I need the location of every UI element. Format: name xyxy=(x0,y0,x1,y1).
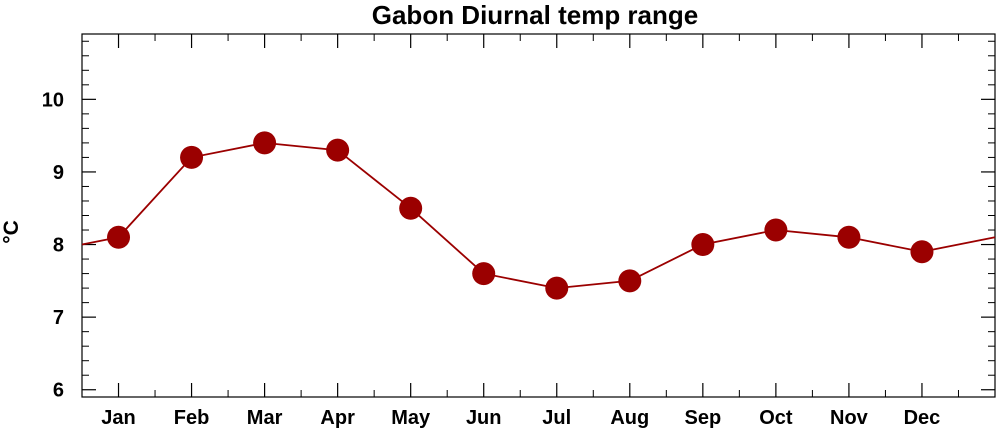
x-tick-label: Apr xyxy=(320,407,355,429)
y-tick-label: 8 xyxy=(53,235,64,257)
x-tick-label: May xyxy=(391,407,431,429)
data-point-sep xyxy=(691,233,715,257)
x-tick-label: Dec xyxy=(904,407,941,429)
y-tick-label: 9 xyxy=(53,162,64,184)
data-point-aug xyxy=(618,269,642,293)
plot-area: 6 7 8 9 10 Jan Feb Mar Apr May Jun Jul Aug Sep Oct Nov D… xyxy=(42,33,996,429)
y-tick-label: 7 xyxy=(53,307,64,329)
x-tick-label: Jun xyxy=(466,407,502,429)
plot-frame xyxy=(81,33,996,398)
y-tick-label: 10 xyxy=(42,89,64,111)
x-tick-label: Jul xyxy=(542,407,571,429)
x-tick-label: Oct xyxy=(759,407,793,429)
x-tick-label: Nov xyxy=(830,407,869,429)
chart-title: Gabon Diurnal temp range xyxy=(372,0,699,30)
y-tick-label: 6 xyxy=(53,380,64,402)
data-point-jun xyxy=(472,262,496,286)
x-tick-label: Sep xyxy=(684,407,721,429)
data-point-jan xyxy=(107,225,131,249)
series-line xyxy=(117,141,923,290)
series-wrap-right xyxy=(921,236,996,253)
y-axis-label: °C xyxy=(0,220,23,244)
data-point-oct xyxy=(764,218,788,242)
data-point-mar xyxy=(253,131,277,155)
data-point-jul xyxy=(545,276,569,300)
data-point-apr xyxy=(326,138,350,162)
data-point-feb xyxy=(180,145,204,169)
x-tick-label: Mar xyxy=(247,407,283,429)
x-tick-label: Jan xyxy=(101,407,135,429)
x-tick-label: Feb xyxy=(174,407,210,429)
data-point-may xyxy=(399,196,423,220)
data-point-dec xyxy=(910,240,934,264)
data-point-nov xyxy=(837,225,861,249)
x-tick-label: Aug xyxy=(610,407,649,429)
